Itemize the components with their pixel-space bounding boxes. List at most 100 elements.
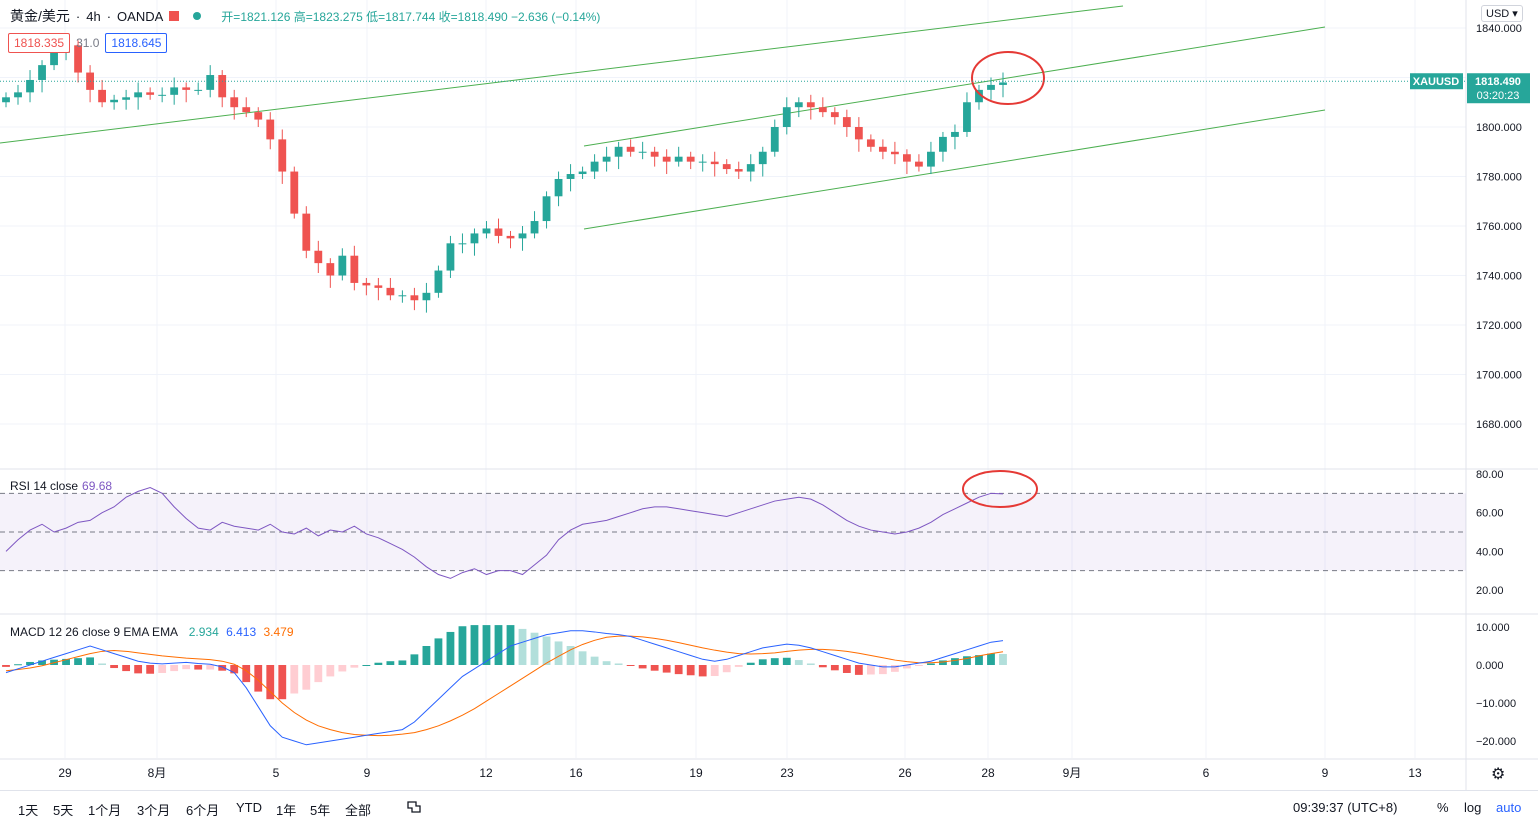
price-tick-label: 1800.000: [1476, 122, 1522, 134]
candle-body: [410, 295, 419, 301]
candle-body: [314, 250, 323, 264]
macd-histogram-bar: [794, 660, 803, 665]
price-tick-label: 1760.000: [1476, 221, 1522, 233]
candle-body: [350, 255, 359, 283]
last-price-text: 1818.490: [1475, 76, 1521, 88]
candle-body: [602, 156, 611, 162]
range-6m[interactable]: 6个月: [186, 803, 220, 818]
range-all[interactable]: 全部: [345, 803, 372, 818]
rsi-band: [0, 492, 1466, 572]
candle-body: [806, 102, 815, 108]
candle-body: [710, 161, 719, 165]
macd-histogram-bar: [542, 636, 551, 665]
candle-body: [890, 151, 899, 155]
macd-histogram-bar: [818, 665, 827, 668]
candle-body: [110, 99, 119, 103]
candle-body: [434, 270, 443, 293]
range-1y[interactable]: 1年: [276, 803, 297, 818]
macd-histogram-bar: [458, 626, 467, 665]
macd-histogram-bar: [506, 625, 515, 665]
low-value: 1817.744: [385, 9, 436, 24]
range-3m[interactable]: 3个月: [137, 803, 171, 818]
macd-histogram-bar: [98, 663, 107, 665]
candle-body: [182, 87, 191, 90]
macd-histogram-bar: [674, 665, 683, 675]
macd-histogram-bar: [722, 665, 731, 673]
sell-button[interactable]: 1818.335: [8, 33, 71, 53]
candle-body: [830, 112, 839, 118]
last-price-badge: [1467, 73, 1530, 104]
macd-histogram-bar: [999, 653, 1007, 665]
range-1m[interactable]: 1个月: [88, 803, 122, 818]
time-tick-label: 9: [364, 766, 371, 780]
channel-line: [583, 26, 1326, 147]
macd-histogram-bar: [518, 628, 527, 665]
macd-histogram-bar: [590, 656, 599, 665]
price-tick-label: 1840.000: [1476, 23, 1522, 35]
candlestick-series: [2, 35, 1007, 313]
macd-histogram-bar: [614, 663, 623, 665]
auto-toggle[interactable]: auto: [1496, 800, 1522, 815]
rsi-value: 69.68: [82, 479, 113, 493]
range-5d[interactable]: 5天: [53, 803, 74, 818]
candle-body: [362, 282, 371, 286]
price-tick-label: 1700.000: [1476, 370, 1522, 382]
macd-histogram-bar: [422, 646, 431, 665]
macd-histogram-bar: [74, 658, 82, 665]
bottom-toolbar: 1天 5天 1个月 3个月 6个月 YTD 1年 5年 全部 09:39:37 …: [0, 790, 1538, 829]
macd-histogram-bar: [626, 665, 635, 666]
candle-body: [242, 107, 251, 113]
countdown-text: 03:20:23: [1477, 90, 1520, 102]
candle-body: [674, 156, 683, 162]
time-tick-label: 28: [981, 766, 995, 780]
symbol-name[interactable]: 黄金/美元: [10, 8, 70, 24]
macd-legend[interactable]: MACD 12 26 close 9 EMA EMA 2.934 6.413 3…: [10, 625, 294, 639]
macd-histogram-bar: [194, 665, 203, 670]
time-tick-label: 12: [479, 766, 493, 780]
log-toggle[interactable]: log: [1464, 800, 1482, 815]
time-tick-label: 9: [1322, 766, 1329, 780]
interval[interactable]: 4h: [86, 8, 101, 24]
macd-histogram-bar: [782, 657, 791, 665]
candle-body: [302, 213, 311, 251]
candle-body: [722, 164, 731, 170]
candle-body: [218, 75, 227, 98]
axes: 1840.0001820.0001800.0001780.0001760.000…: [0, 23, 1530, 780]
macd-histogram-bar: [482, 625, 491, 665]
percent-toggle[interactable]: %: [1437, 800, 1449, 815]
candle-body: [818, 107, 827, 113]
macd-histogram-bar: [602, 661, 611, 665]
trend-channel[interactable]: [0, 5, 1326, 230]
candle-body: [26, 79, 34, 93]
macd-histogram-bar: [326, 665, 335, 677]
range-5y[interactable]: 5年: [310, 803, 331, 818]
range-1d[interactable]: 1天: [18, 803, 39, 818]
currency-select[interactable]: USD ▾: [1481, 5, 1523, 22]
candle-body: [566, 174, 575, 179]
macd-histogram-bar: [746, 662, 755, 665]
macd-histogram-bar: [110, 665, 119, 669]
trading-chart[interactable]: 1840.0001820.0001800.0001780.0001760.000…: [0, 0, 1538, 790]
annotations[interactable]: [962, 51, 1045, 508]
macd-histogram-bar: [206, 665, 215, 670]
candle-body: [902, 154, 911, 162]
candle-body: [963, 102, 971, 132]
candle-body: [975, 89, 983, 103]
macd-histogram-bar: [915, 665, 923, 666]
macd-line: [5, 630, 1004, 746]
candle-body: [14, 92, 22, 98]
settings-gear-icon[interactable]: ⚙: [1491, 766, 1506, 783]
rsi-legend[interactable]: RSI 14 close 69.68: [10, 479, 113, 493]
macd-histogram-bar: [266, 665, 275, 700]
macd-tick-label: 10.000: [1476, 622, 1510, 634]
candle-body: [746, 164, 755, 172]
compare-range-icon[interactable]: [406, 800, 422, 814]
price-highlight-ellipse: [971, 51, 1045, 105]
macd-histogram-bar: [698, 665, 707, 677]
macd-histogram-bar: [470, 625, 479, 665]
macd-histogram-bar: [662, 665, 671, 673]
candle-body: [662, 156, 671, 162]
range-ytd[interactable]: YTD: [236, 800, 262, 815]
buy-button[interactable]: 1818.645: [105, 33, 168, 53]
clock[interactable]: 09:39:37 (UTC+8): [1293, 800, 1398, 815]
